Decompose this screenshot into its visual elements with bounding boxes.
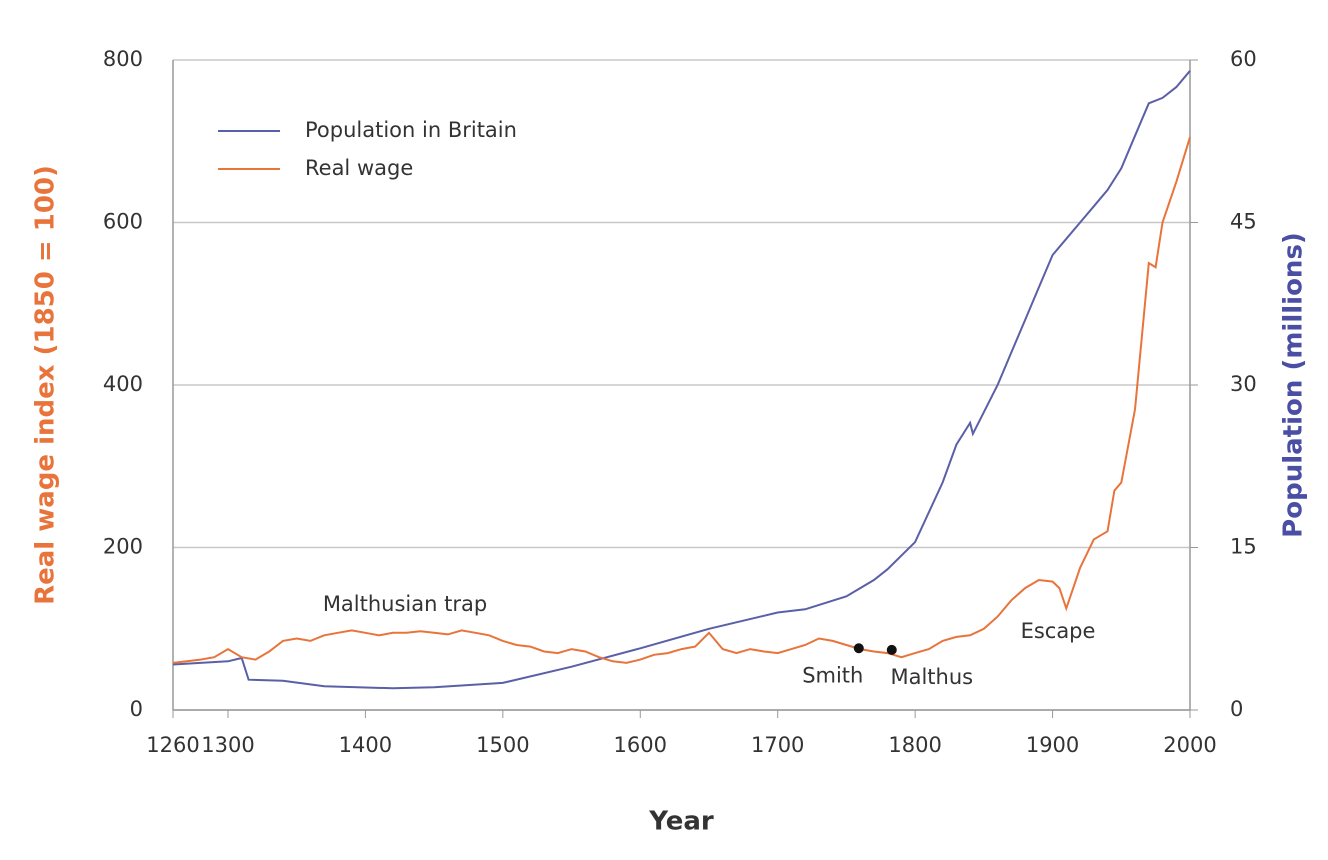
annotation-dot [886, 644, 897, 655]
y2-tick-label: 0 [1230, 697, 1243, 721]
line [172, 70, 1191, 690]
y-axis-title: Real wage index (1850 = 100) [31, 165, 61, 605]
x-tick-label: 2000 [1163, 733, 1216, 757]
annotation-label: Smith [802, 663, 863, 687]
annotation-label: Malthus [890, 665, 973, 689]
x-tick-label: 1400 [339, 733, 392, 757]
y2-tick-label: 45 [1230, 210, 1257, 234]
annotation-label: Escape [1021, 619, 1096, 643]
y-tick-label: 600 [103, 210, 143, 234]
y-tick-label: 0 [130, 697, 143, 721]
y-tick-label: 800 [103, 47, 143, 71]
x-tick-label: 1900 [1026, 733, 1079, 757]
x-tick-label: 1800 [888, 733, 941, 757]
x-tick-label: 1600 [614, 733, 667, 757]
y2-axis-title: Population (millions) [1279, 232, 1309, 538]
y-tick-label: 200 [103, 535, 143, 559]
line [172, 136, 1191, 664]
annotation-dot [853, 643, 864, 654]
y2-tick-label: 30 [1230, 372, 1257, 396]
x-axis-title: Year [648, 807, 714, 837]
legend-label: Population in Britain [305, 118, 517, 142]
x-tick-label: 1700 [751, 733, 804, 757]
y2-tick-label: 15 [1230, 535, 1257, 559]
x-tick-label: 1300 [201, 733, 254, 757]
y2-tick-label: 60 [1230, 47, 1257, 71]
x-tick-label: 1260 [146, 733, 199, 757]
y-tick-label: 400 [103, 372, 143, 396]
annotation-label: Malthusian trap [323, 592, 487, 616]
x-tick-label: 1500 [476, 733, 529, 757]
legend-label: Real wage [305, 156, 413, 180]
